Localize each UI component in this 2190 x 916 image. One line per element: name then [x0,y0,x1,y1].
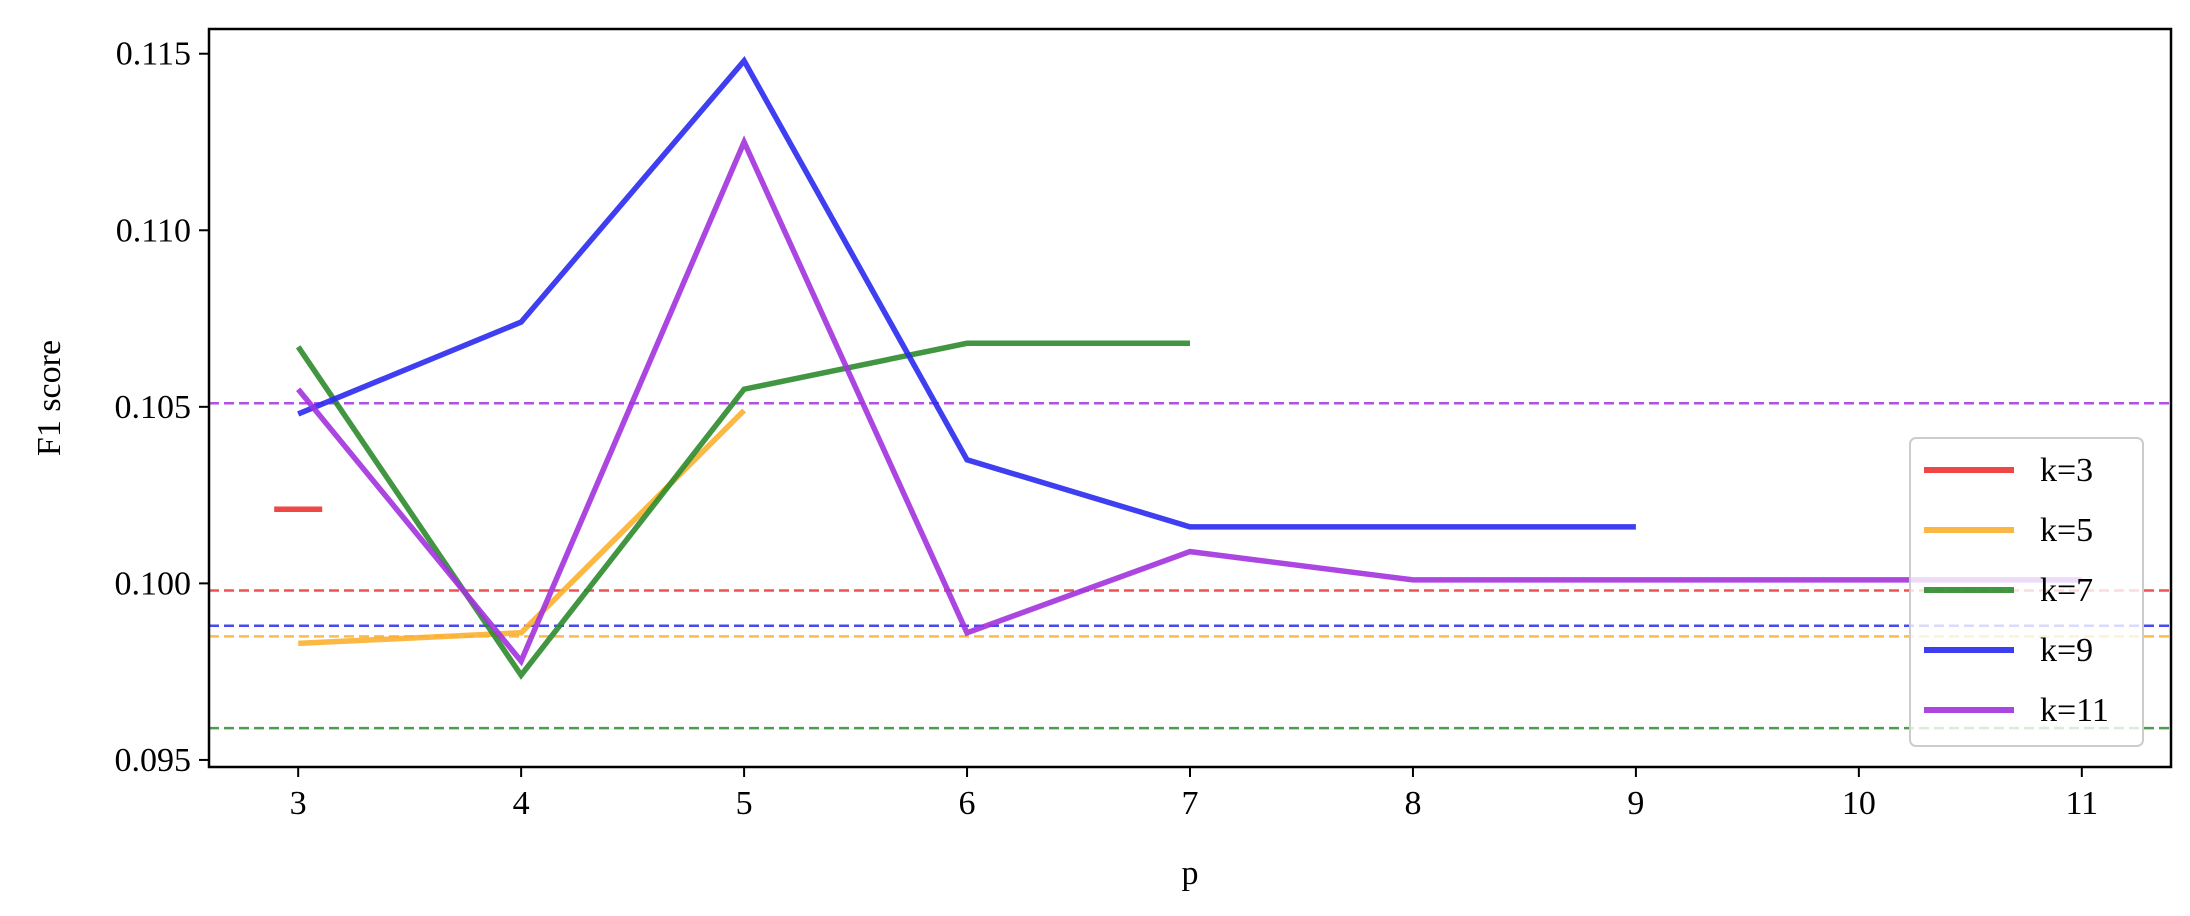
x-tick-label: 7 [1182,785,1199,822]
x-tick-label: 10 [1842,785,1876,822]
y-tick-label: 0.105 [115,389,192,426]
x-axis: 3 4 5 6 7 8 9 10 11 [290,767,2098,822]
x-tick-label: 6 [959,785,976,822]
x-tick-label: 8 [1404,785,1421,822]
y-tick-label: 0.095 [115,742,192,779]
x-tick-label: 4 [513,785,530,822]
x-tick-label: 5 [736,785,753,822]
legend-label-k=9: k=9 [2040,632,2093,669]
legend-label-k=7: k=7 [2040,572,2093,609]
x-tick-label: 3 [290,785,307,822]
y-tick-label: 0.110 [116,212,191,249]
series-line-k=11 [296,135,2082,667]
y-axis-title: F1 score [31,340,68,456]
legend-box [1909,437,2144,747]
series-lines [274,56,2082,680]
x-axis-title: p [1182,855,1199,892]
baseline-lines [209,402,2171,730]
legend-label-k=3: k=3 [2040,452,2093,489]
legend: k=3 k=5 k=7 k=9 k=11 [1909,437,2144,747]
y-tick-label: 0.115 [116,36,191,73]
y-axis: 0.095 0.100 0.105 0.110 0.115 [115,36,209,779]
series-line-k=9 [297,56,1636,530]
y-tick-label: 0.100 [115,565,192,602]
legend-label-k=11: k=11 [2040,692,2109,729]
legend-label-k=5: k=5 [2040,512,2093,549]
x-tick-label: 9 [1627,785,1644,822]
series-line-k=7 [295,340,1190,680]
x-tick-label: 11 [2065,785,2098,822]
